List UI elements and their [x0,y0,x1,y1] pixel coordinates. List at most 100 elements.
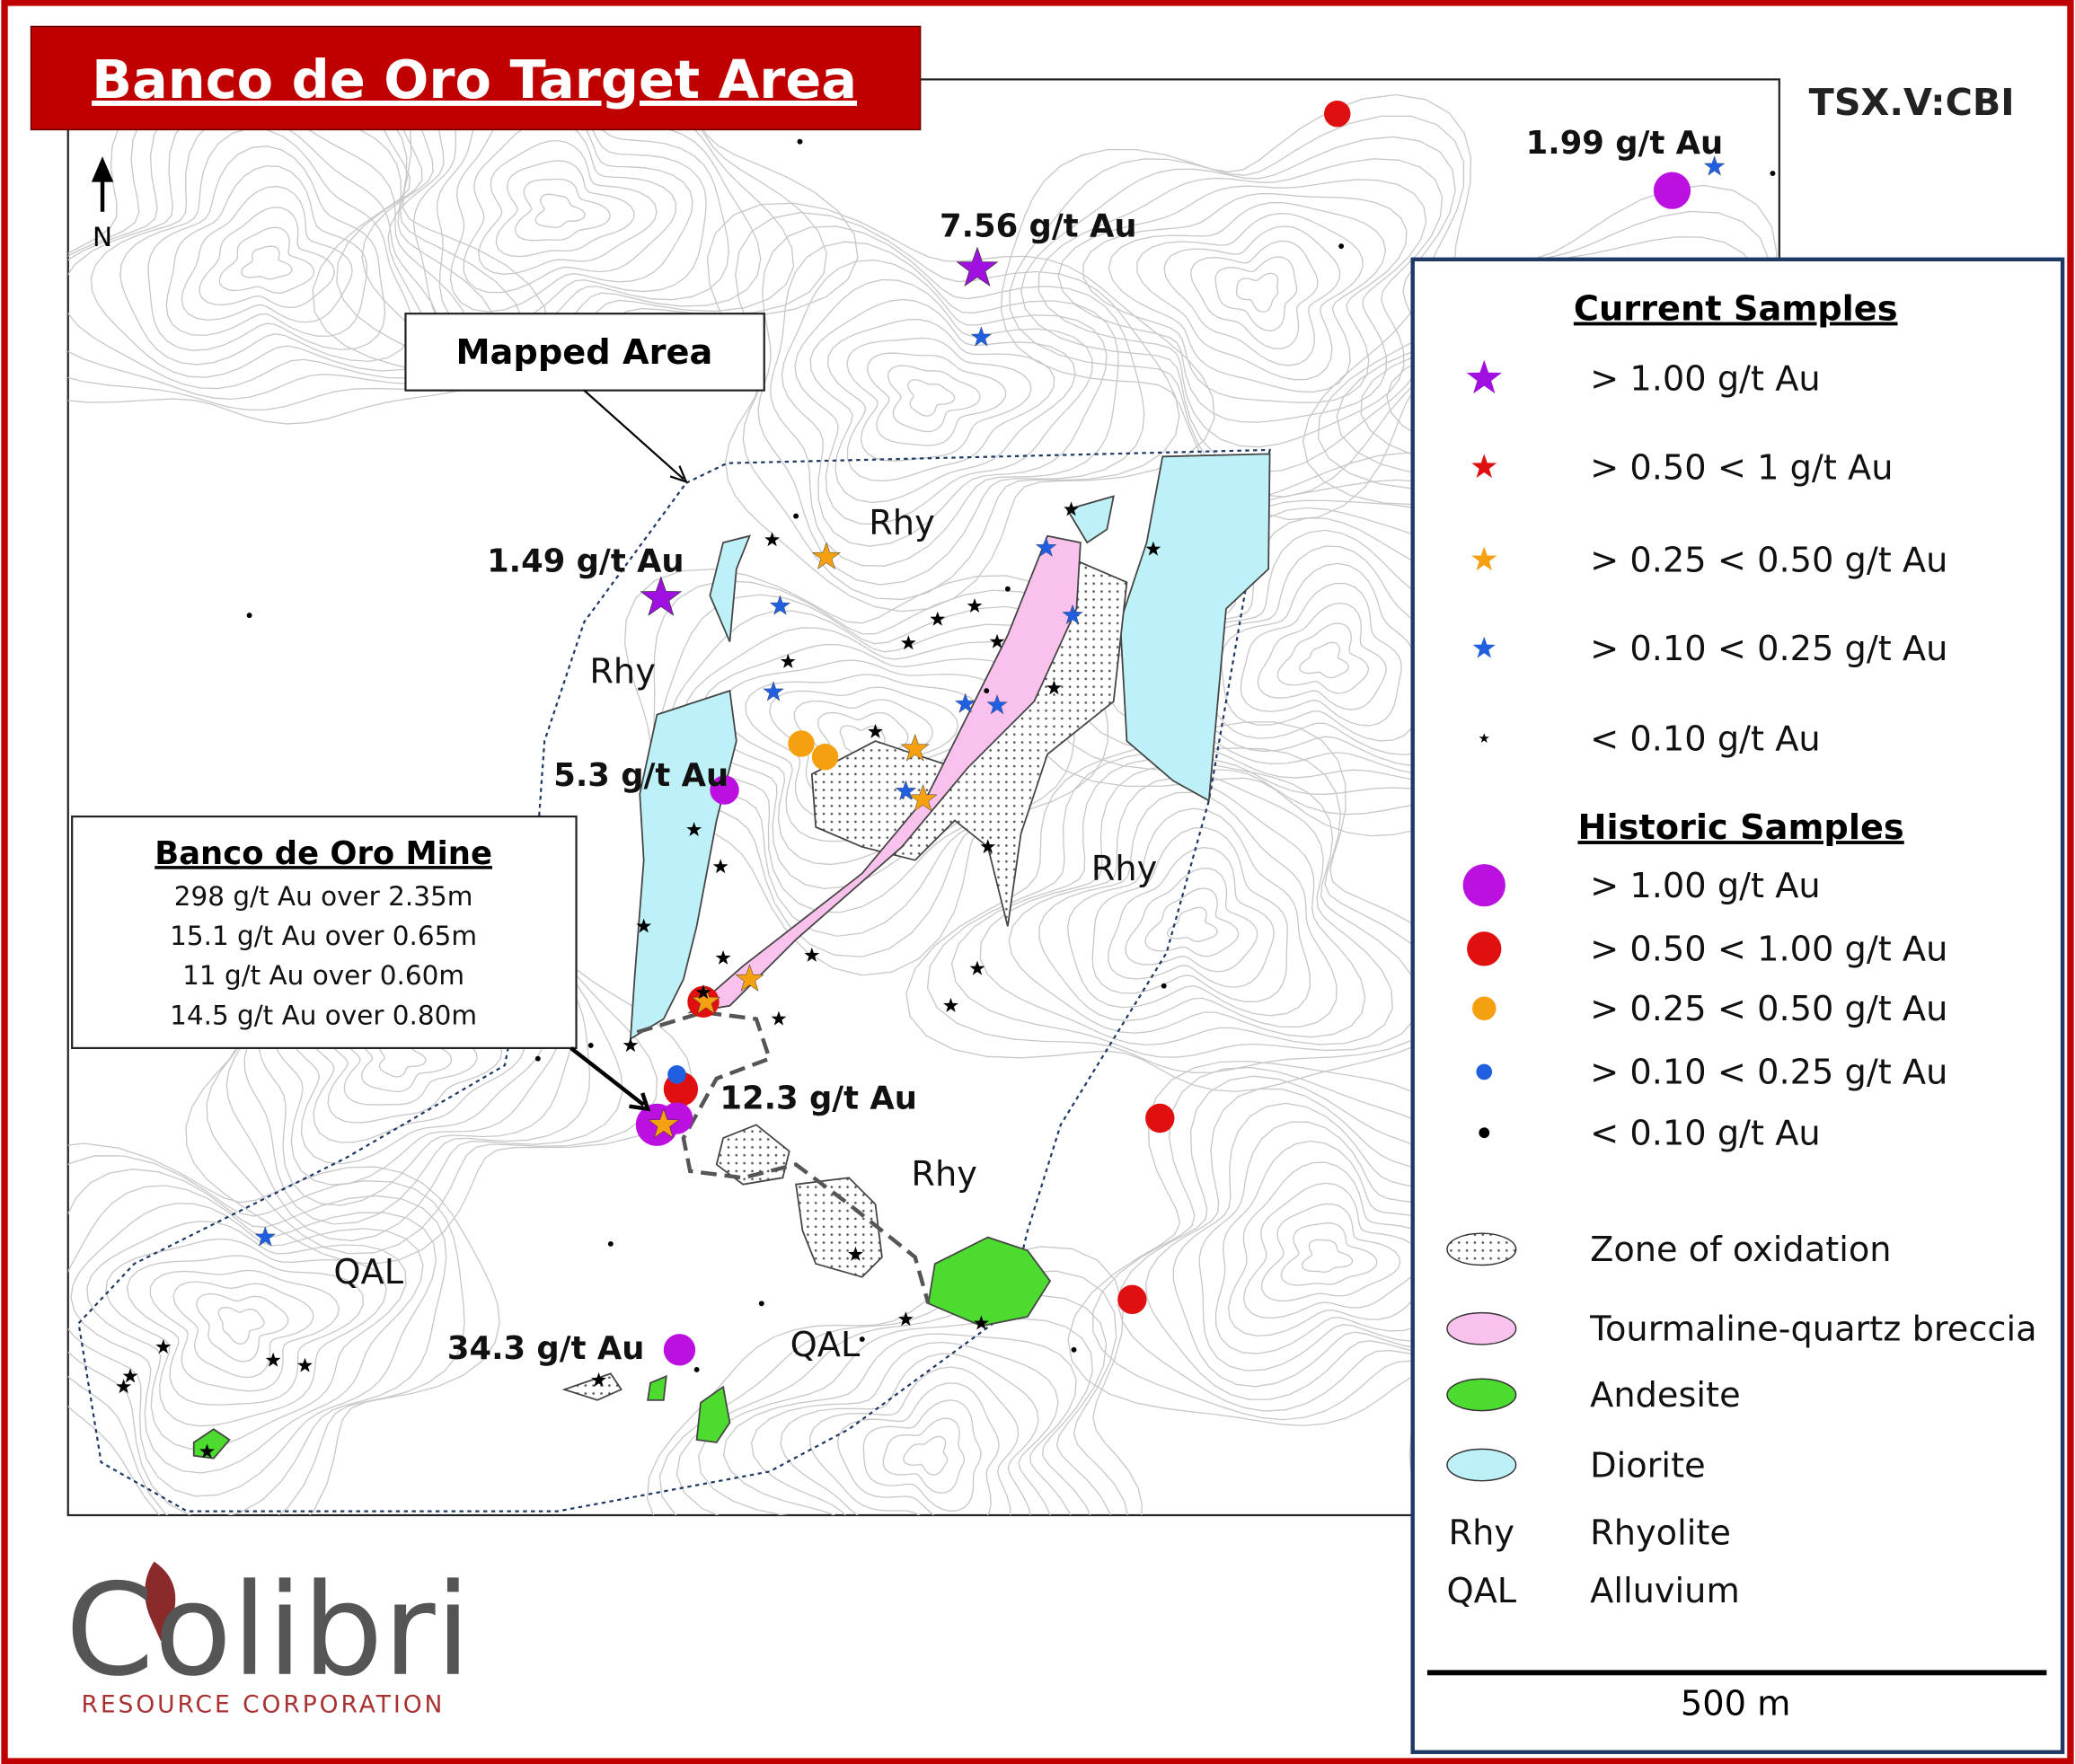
contour [1057,179,1427,423]
contour [126,1255,364,1406]
unit-label: Rhy [589,651,656,692]
sample-circle [793,513,799,519]
sample-circle [667,1065,686,1084]
sample-label: 5.3 g/t Au [553,757,728,794]
contour [722,1333,1077,1516]
legend-label: Alluvium [1590,1571,1740,1611]
contour [1257,602,1387,710]
unit-labels: Rhy Rhy Rhy Rhy QAL QAL [333,503,1157,1365]
contour [147,145,386,351]
contour [905,721,1466,1092]
contour [926,747,1444,1073]
contour [1091,826,1288,1003]
legend-label: < 0.10 g/t Au [1590,1113,1821,1153]
unit-label: Rhy [869,503,935,543]
contour [1214,1140,1455,1354]
contour [1125,868,1258,973]
contour [172,1281,314,1379]
contour [241,245,293,280]
intercept: 298 g/t Au over 2.35m [174,881,473,912]
contour [514,178,611,242]
contour [1167,906,1218,942]
north-label: N [93,222,112,252]
sample-circle [797,138,803,145]
legend-label: < 0.10 g/t Au [1590,719,1821,759]
contour [1009,115,1465,498]
contour [950,758,1421,1058]
mine-title: Banco de Oro Mine [155,835,492,872]
contour [478,139,658,275]
legend-label: > 0.10 < 0.25 g/t Au [1590,1053,1947,1093]
legend-heading: Historic Samples [1577,807,1903,848]
contour [1144,1088,1531,1400]
contour [449,98,693,313]
intercept: 11 g/t Au over 0.60m [182,960,464,991]
contour [1276,622,1370,694]
sample-circle [859,1336,865,1342]
contour [836,1382,1000,1516]
contour [105,1238,387,1427]
legend-label: Zone of oxidation [1590,1230,1891,1270]
contour [218,226,315,294]
sample-labels: 1.99 g/t Au 7.56 g/t Au 1.49 g/t Au 5.3 … [447,125,1723,1367]
contour [862,1399,982,1513]
sample-circle [710,775,739,805]
andesite [647,1374,667,1401]
logo-subtitle: RESOURCE CORPORATION [81,1691,445,1719]
contour [826,319,1055,482]
geology [192,453,1271,1460]
sample-circle [246,613,252,619]
contour [867,352,1007,446]
contour [750,1341,1059,1516]
legend-swatch [1446,1448,1517,1482]
contour [781,259,1108,547]
contour [757,225,1145,586]
sample-circle [1323,100,1351,128]
contour [979,766,1393,1046]
sample-circle [1161,983,1167,989]
contour [1198,1121,1471,1372]
contour [67,1185,437,1497]
contour [67,1169,447,1516]
sample-circle [984,688,990,694]
legend-symbol [1472,996,1497,1020]
sample-circle [811,744,839,771]
contour [1117,1075,1564,1412]
contour [770,241,1119,567]
sample-circle [663,1334,696,1366]
contour [1020,136,1456,473]
sample-circle [587,1043,594,1048]
contour [735,211,1180,601]
contour [1108,201,1387,393]
sample-label: 7.56 g/t Au [940,208,1137,245]
contour [780,1353,1039,1516]
unit-label: Rhy [911,1154,977,1195]
contour [1235,272,1279,313]
breccia [687,534,1082,1014]
contour [437,79,707,331]
legend [1410,257,2065,1754]
legend-label: Andesite [1590,1375,1741,1416]
sample-circle [1338,243,1345,249]
north-arrow [91,156,114,212]
contour [808,1366,1020,1516]
contour [119,128,413,366]
contour [1172,1102,1499,1388]
legend-swatch [1446,1378,1517,1412]
sample-circle [1770,171,1776,176]
contour [1408,1267,1779,1516]
diorite [1065,495,1115,544]
legend-label: Rhyolite [1590,1513,1731,1553]
contour [646,1246,1143,1516]
diorite [1119,453,1271,802]
contour [1163,225,1341,366]
logo-bird [145,1561,176,1641]
contour [196,1292,289,1363]
contour [903,1435,949,1476]
contour [1260,1203,1401,1301]
workings [636,1010,931,1304]
legend-label: > 1.00 g/t Au [1590,866,1821,906]
legend-label: > 0.25 < 0.50 g/t Au [1590,989,1947,1029]
contour [846,337,1032,462]
